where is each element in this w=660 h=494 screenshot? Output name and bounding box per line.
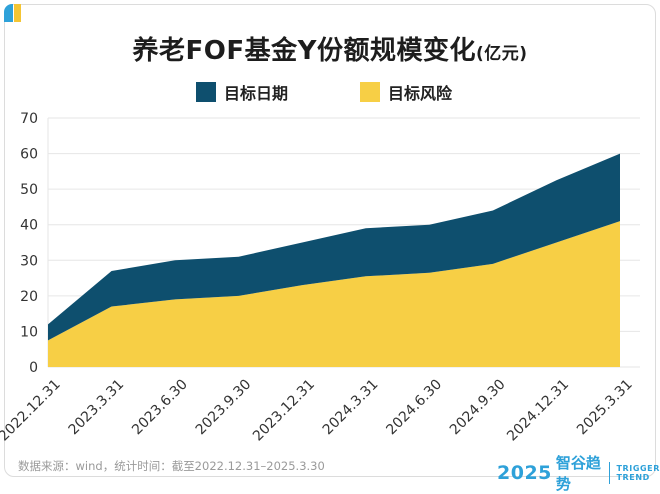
x-tick-label-9: 2025.3.31 xyxy=(574,376,636,438)
y-tick-label-20: 20 xyxy=(20,289,38,305)
brand-en-line1: TRIGGER xyxy=(616,464,660,473)
legend-label-target-date: 目标日期 xyxy=(224,84,289,103)
x-tick-label-0: 2022.12.31 xyxy=(0,376,64,444)
x-tick-label-3: 2023.9.30 xyxy=(193,376,255,438)
stacked-area-chart: 0 10 20 30 40 50 60 70 2022.12.31 2023.3.31 2023.6… xyxy=(0,111,640,444)
chart-legend: 目标日期 目标风险 xyxy=(196,80,452,104)
legend-item-target-risk: 目标风险 xyxy=(360,80,452,104)
y-tick-label-10: 10 xyxy=(20,324,38,340)
y-tick-label-70: 70 xyxy=(20,111,38,127)
chart-title: 养老FOF基金Y份额规模变化(亿元) xyxy=(0,30,660,67)
x-tick-label-5: 2024.3.31 xyxy=(320,376,382,438)
area-series-target-date xyxy=(48,153,620,341)
y-tick-label-30: 30 xyxy=(20,253,38,269)
brand-logo: 2025 智谷趋势 TRIGGER TREND xyxy=(497,452,660,494)
brand-divider xyxy=(608,462,610,484)
area-series-target-risk xyxy=(48,221,620,367)
chart-title-unit: (亿元) xyxy=(475,44,528,64)
legend-swatch-target-date xyxy=(196,82,216,102)
chart-title-text: 养老FOF基金Y份额规模变化 xyxy=(132,36,476,66)
x-tick-label-7: 2024.9.30 xyxy=(447,376,509,438)
x-tick-label-1: 2023.3.31 xyxy=(66,376,128,438)
brand-english: TRIGGER TREND xyxy=(616,464,660,482)
y-tick-label-60: 60 xyxy=(20,147,38,163)
x-tick-label-4: 2023.12.31 xyxy=(250,376,318,444)
legend-label-target-risk: 目标风险 xyxy=(388,84,453,103)
brand-en-line2: TREND xyxy=(616,473,650,482)
y-tick-label-40: 40 xyxy=(20,218,38,234)
brand-name: 智谷趋势 xyxy=(555,454,601,493)
corner-accent-icon xyxy=(4,4,22,22)
x-tick-label-2: 2023.6.30 xyxy=(129,376,191,438)
x-tick-label-8: 2024.12.31 xyxy=(504,376,572,444)
legend-swatch-target-risk xyxy=(360,82,381,102)
brand-year: 2025 xyxy=(497,462,552,484)
data-source-note: 数据来源：wind，统计时间：截至2022.12.31–2025.3.30 xyxy=(18,459,325,473)
y-tick-label-50: 50 xyxy=(20,182,38,198)
legend-item-target-date: 目标日期 xyxy=(196,80,288,104)
y-tick-label-0: 0 xyxy=(29,360,38,376)
x-tick-label-6: 2024.6.30 xyxy=(383,376,445,438)
